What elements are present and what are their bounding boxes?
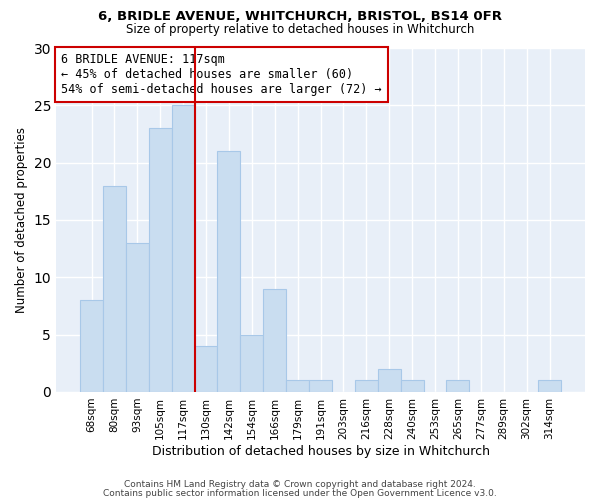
- Y-axis label: Number of detached properties: Number of detached properties: [15, 127, 28, 313]
- Bar: [401, 380, 424, 392]
- Text: 6, BRIDLE AVENUE, WHITCHURCH, BRISTOL, BS14 0FR: 6, BRIDLE AVENUE, WHITCHURCH, BRISTOL, B…: [98, 10, 502, 23]
- Bar: [194, 346, 217, 392]
- Bar: [309, 380, 332, 392]
- Bar: [446, 380, 469, 392]
- Bar: [217, 151, 241, 392]
- Text: Contains public sector information licensed under the Open Government Licence v3: Contains public sector information licen…: [103, 488, 497, 498]
- Bar: [103, 186, 126, 392]
- Bar: [149, 128, 172, 392]
- Bar: [355, 380, 378, 392]
- Bar: [378, 369, 401, 392]
- Text: Size of property relative to detached houses in Whitchurch: Size of property relative to detached ho…: [126, 22, 474, 36]
- Bar: [126, 243, 149, 392]
- Bar: [286, 380, 309, 392]
- Bar: [80, 300, 103, 392]
- X-axis label: Distribution of detached houses by size in Whitchurch: Distribution of detached houses by size …: [152, 444, 490, 458]
- Bar: [263, 289, 286, 392]
- Bar: [241, 334, 263, 392]
- Bar: [538, 380, 561, 392]
- Bar: [172, 106, 194, 392]
- Text: Contains HM Land Registry data © Crown copyright and database right 2024.: Contains HM Land Registry data © Crown c…: [124, 480, 476, 489]
- Text: 6 BRIDLE AVENUE: 117sqm
← 45% of detached houses are smaller (60)
54% of semi-de: 6 BRIDLE AVENUE: 117sqm ← 45% of detache…: [61, 53, 382, 96]
